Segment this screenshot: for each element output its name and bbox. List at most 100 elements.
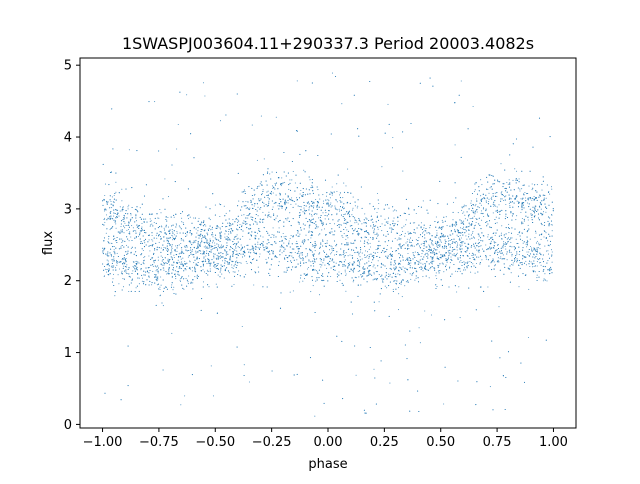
data-point bbox=[357, 251, 359, 253]
data-point bbox=[374, 233, 376, 236]
data-point bbox=[306, 268, 309, 270]
data-point bbox=[393, 217, 395, 219]
data-point bbox=[447, 250, 449, 252]
data-point bbox=[492, 409, 494, 411]
data-point bbox=[114, 295, 116, 297]
data-point bbox=[408, 208, 410, 210]
data-point bbox=[116, 262, 118, 264]
data-point bbox=[421, 236, 424, 238]
data-point bbox=[216, 225, 218, 227]
data-point bbox=[127, 246, 129, 248]
data-point bbox=[431, 252, 433, 254]
data-point bbox=[124, 227, 126, 229]
data-point bbox=[186, 234, 188, 236]
data-point bbox=[344, 244, 346, 246]
data-point bbox=[347, 237, 349, 239]
data-point bbox=[209, 265, 211, 267]
data-point bbox=[273, 202, 275, 205]
data-point bbox=[378, 202, 380, 205]
data-point bbox=[489, 386, 491, 388]
data-point bbox=[372, 266, 374, 268]
data-point bbox=[103, 275, 105, 278]
data-point bbox=[402, 230, 404, 232]
data-point bbox=[116, 212, 119, 214]
data-point bbox=[197, 220, 199, 222]
data-point bbox=[300, 245, 302, 247]
data-point bbox=[155, 279, 158, 281]
data-point bbox=[541, 214, 544, 216]
data-point bbox=[114, 267, 117, 269]
data-point bbox=[181, 211, 184, 213]
data-point bbox=[236, 93, 238, 95]
data-point bbox=[149, 220, 151, 223]
data-point bbox=[194, 241, 196, 243]
data-point bbox=[212, 193, 214, 195]
data-point bbox=[471, 210, 473, 212]
data-point bbox=[272, 206, 274, 208]
data-point bbox=[490, 262, 492, 264]
data-point bbox=[213, 257, 215, 259]
data-point bbox=[188, 275, 190, 277]
data-point bbox=[462, 226, 465, 228]
data-point bbox=[412, 222, 414, 224]
data-point bbox=[540, 264, 542, 266]
data-point bbox=[168, 261, 170, 263]
data-point bbox=[106, 268, 108, 271]
data-point bbox=[157, 256, 159, 258]
data-point bbox=[322, 200, 325, 202]
data-point bbox=[205, 260, 207, 262]
data-point bbox=[212, 236, 214, 238]
data-point bbox=[220, 238, 222, 240]
data-point bbox=[112, 266, 114, 268]
chart-title: 1SWASPJ003604.11+290337.3 Period 20003.4… bbox=[122, 34, 534, 53]
data-point bbox=[542, 254, 544, 256]
data-point bbox=[371, 261, 373, 263]
data-point bbox=[297, 235, 299, 237]
data-point bbox=[202, 260, 204, 262]
data-point bbox=[460, 220, 462, 222]
data-point bbox=[262, 236, 264, 238]
data-point bbox=[142, 249, 144, 252]
data-point bbox=[449, 234, 451, 236]
data-point bbox=[200, 266, 202, 268]
data-point bbox=[225, 238, 227, 240]
data-point bbox=[543, 278, 545, 280]
data-point bbox=[480, 204, 482, 206]
data-point bbox=[179, 279, 181, 281]
data-point bbox=[440, 279, 442, 281]
data-point bbox=[534, 271, 536, 273]
data-point bbox=[424, 310, 426, 312]
data-point bbox=[323, 202, 325, 204]
data-point bbox=[377, 228, 379, 230]
data-point bbox=[407, 238, 409, 240]
data-point bbox=[400, 283, 402, 285]
data-point bbox=[525, 260, 527, 262]
data-point bbox=[391, 227, 393, 229]
data-point bbox=[425, 252, 427, 254]
data-point bbox=[267, 216, 269, 218]
data-point bbox=[528, 288, 530, 290]
data-point bbox=[300, 206, 302, 208]
data-point bbox=[152, 225, 154, 227]
data-point bbox=[372, 227, 374, 229]
data-point bbox=[542, 270, 544, 272]
data-point bbox=[202, 250, 204, 252]
data-point bbox=[514, 168, 516, 170]
data-point bbox=[309, 179, 311, 181]
data-point bbox=[103, 210, 106, 212]
data-point bbox=[415, 277, 417, 279]
data-point bbox=[180, 404, 182, 406]
data-point bbox=[478, 251, 480, 253]
data-point bbox=[349, 254, 351, 256]
data-point bbox=[289, 212, 291, 214]
data-point bbox=[409, 233, 411, 235]
data-point bbox=[122, 278, 124, 280]
data-point bbox=[313, 260, 315, 262]
data-point bbox=[502, 247, 504, 249]
data-point bbox=[424, 234, 426, 236]
data-point bbox=[128, 240, 130, 242]
data-point bbox=[158, 241, 160, 243]
data-point bbox=[159, 208, 161, 211]
data-point bbox=[508, 202, 510, 205]
